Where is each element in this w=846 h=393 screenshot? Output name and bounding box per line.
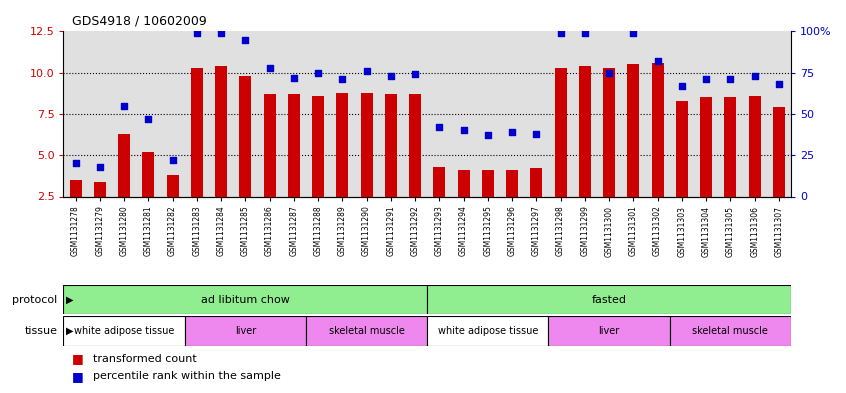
Point [239, 37, 252, 43]
Bar [651, 63, 663, 196]
Point [554, 30, 568, 36]
Bar [548, 316, 670, 346]
Point [141, 116, 155, 122]
Point [360, 68, 373, 74]
Text: fasted: fasted [591, 295, 627, 305]
Text: ▶: ▶ [66, 326, 74, 336]
Bar [627, 64, 640, 196]
Bar [142, 152, 154, 196]
Point [505, 129, 519, 135]
Point [384, 73, 398, 79]
Point [214, 30, 228, 36]
Bar [772, 107, 785, 196]
Text: liver: liver [234, 326, 256, 336]
Bar [427, 316, 548, 346]
Point [336, 76, 349, 83]
Bar [184, 316, 306, 346]
Text: percentile rank within the sample: percentile rank within the sample [93, 371, 281, 382]
Bar [263, 94, 276, 196]
Text: skeletal muscle: skeletal muscle [328, 326, 404, 336]
Bar [409, 94, 421, 196]
Bar [288, 94, 299, 196]
Bar [94, 182, 106, 196]
Bar [670, 316, 791, 346]
Bar [69, 180, 81, 196]
Bar [306, 316, 427, 346]
Point [675, 83, 689, 89]
Bar [724, 97, 736, 196]
Bar [215, 66, 227, 196]
Point [93, 163, 107, 170]
Point [166, 157, 179, 163]
Point [190, 30, 204, 36]
Text: ▶: ▶ [66, 295, 74, 305]
Point [772, 81, 786, 87]
Bar [579, 66, 591, 196]
Bar [385, 94, 397, 196]
Point [409, 71, 422, 77]
Bar [506, 170, 518, 196]
Text: liver: liver [598, 326, 620, 336]
Point [118, 103, 131, 109]
Point [69, 160, 82, 167]
Text: protocol: protocol [13, 295, 58, 305]
Bar [433, 167, 445, 196]
Point [263, 64, 277, 71]
Bar [676, 101, 688, 196]
Point [432, 124, 446, 130]
Point [651, 58, 664, 64]
Point [627, 30, 640, 36]
Bar [458, 170, 470, 196]
Point [700, 76, 713, 83]
Bar [749, 96, 761, 196]
Point [602, 70, 616, 76]
Text: white adipose tissue: white adipose tissue [437, 326, 538, 336]
Bar [554, 68, 567, 196]
Text: ■: ■ [72, 353, 84, 365]
Bar [190, 68, 203, 196]
Point [748, 73, 761, 79]
Text: GDS4918 / 10602009: GDS4918 / 10602009 [72, 15, 206, 28]
Bar [530, 169, 542, 196]
Bar [63, 285, 427, 314]
Text: skeletal muscle: skeletal muscle [692, 326, 768, 336]
Bar [700, 97, 712, 196]
Bar [336, 92, 349, 196]
Point [530, 130, 543, 137]
Point [481, 132, 495, 139]
Bar [118, 134, 130, 196]
Bar [481, 170, 494, 196]
Point [311, 70, 325, 76]
Bar [603, 68, 615, 196]
Bar [312, 96, 324, 196]
Bar [63, 316, 184, 346]
Text: white adipose tissue: white adipose tissue [74, 326, 174, 336]
Bar [360, 92, 372, 196]
Point [457, 127, 470, 134]
Point [287, 75, 300, 81]
Text: ■: ■ [72, 370, 84, 383]
Bar [427, 285, 791, 314]
Bar [167, 175, 179, 196]
Text: tissue: tissue [25, 326, 58, 336]
Point [723, 76, 737, 83]
Bar [239, 76, 251, 196]
Text: ad libitum chow: ad libitum chow [201, 295, 290, 305]
Point [578, 30, 591, 36]
Text: transformed count: transformed count [93, 354, 197, 364]
